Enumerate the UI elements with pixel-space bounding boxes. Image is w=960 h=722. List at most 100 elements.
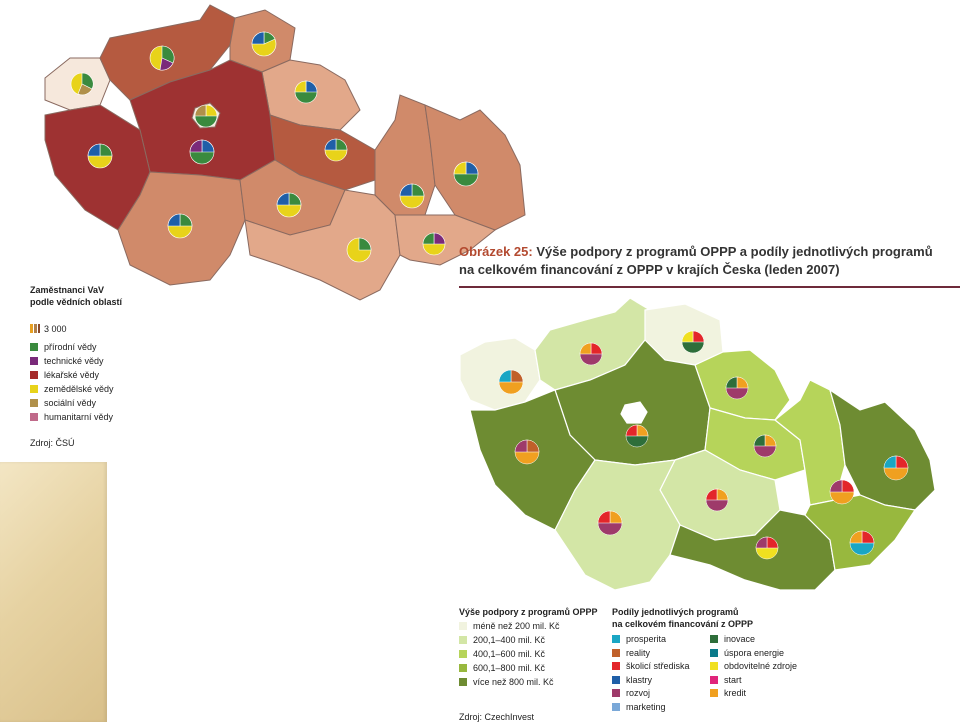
- legend-item-start: start: [710, 675, 742, 686]
- legend-swatch: [612, 635, 620, 643]
- legend-label: rozvoj: [626, 688, 651, 698]
- legend-item-socialni: sociální vědy: [30, 398, 96, 409]
- legend-label: méně než 200 mil. Kč: [473, 621, 560, 631]
- pie-chart: [422, 232, 446, 256]
- pie-chart: [70, 72, 94, 96]
- pie-chart: [276, 192, 302, 218]
- right-legend-left-title: Výše podpory z programů OPPP: [459, 607, 598, 617]
- region-moravskoslezsky: [828, 388, 936, 511]
- figure-title-line1: Výše podpory z programů OPPP a podíly je…: [532, 244, 933, 259]
- legend-swatch: [710, 649, 718, 657]
- legend-swatch: [30, 413, 38, 421]
- legend-label: inovace: [724, 634, 756, 644]
- right-legend-right-title: Podíly jednotlivých programů na celkovém…: [612, 606, 753, 630]
- legend-label: humanitarní vědy: [44, 412, 114, 422]
- pie-chart: [725, 376, 749, 400]
- legend-item-inovace: inovace: [710, 634, 755, 645]
- left-legend-title: Zaměstnanci VaV podle vědních oblastí: [30, 284, 122, 308]
- left-map: [44, 4, 526, 301]
- pie-chart: [498, 369, 524, 395]
- legend-item-prosperita: prosperita: [612, 634, 666, 645]
- right-legend-title-line1: Podíly jednotlivých programů: [612, 607, 739, 617]
- legend-item-class-4: 600,1–800 mil. Kč: [459, 663, 545, 674]
- legend-label: marketing: [626, 702, 666, 712]
- legend-item-lekarske: lékařské vědy: [30, 370, 99, 381]
- legend-label: zemědělské vědy: [44, 384, 114, 394]
- legend-swatch: [459, 650, 467, 658]
- legend-item-zemedelske: zemědělské vědy: [30, 384, 114, 395]
- right-pie-charts: [498, 330, 909, 560]
- legend-swatch: [612, 662, 620, 670]
- legend-swatch: [459, 678, 467, 686]
- pie-chart: [514, 439, 540, 465]
- legend-item-class-3: 400,1–600 mil. Kč: [459, 649, 545, 660]
- pie-chart: [346, 237, 372, 263]
- pie-chart: [453, 161, 479, 187]
- caption-divider: [459, 286, 960, 288]
- legend-item-uspora: úspora energie: [710, 648, 784, 659]
- legend-swatch: [30, 343, 38, 351]
- legend-item-marketing: marketing: [612, 702, 666, 713]
- legend-swatch: [710, 662, 718, 670]
- figure-caption-line1: Obrázek 25: Výše podpory z programů OPPP…: [459, 243, 954, 261]
- legend-label: obdovitelné zdroje: [724, 661, 798, 671]
- legend-label: 400,1–600 mil. Kč: [473, 649, 546, 659]
- legend-label: úspora energie: [724, 648, 785, 658]
- pie-chart: [324, 138, 348, 162]
- legend-label: 200,1–400 mil. Kč: [473, 635, 546, 645]
- legend-swatch: [710, 676, 718, 684]
- legend-swatch: [612, 703, 620, 711]
- pie-chart: [625, 424, 649, 448]
- pie-chart: [189, 139, 215, 165]
- legend-item-humanitarni: humanitarní vědy: [30, 412, 113, 423]
- left-legend-title-line2: podle vědních oblastí: [30, 297, 123, 307]
- size-legend: 3 000: [30, 324, 67, 335]
- legend-swatch: [30, 399, 38, 407]
- legend-item-rozvoj: rozvoj: [612, 688, 650, 699]
- legend-swatch: [459, 622, 467, 630]
- legend-swatch: [612, 689, 620, 697]
- legend-item-kredit: kredit: [710, 688, 746, 699]
- left-pie-charts: [70, 31, 479, 263]
- legend-item-class-2: 200,1–400 mil. Kč: [459, 635, 545, 646]
- left-source: Zdroj: ČSÚ: [30, 438, 75, 448]
- pie-chart: [251, 31, 277, 57]
- legend-swatch: [459, 664, 467, 672]
- pie-chart: [399, 183, 425, 209]
- region-zlinsky: [394, 214, 496, 266]
- region-praha: [620, 401, 648, 424]
- legend-item-class-5: více než 800 mil. Kč: [459, 677, 554, 688]
- right-map: [459, 297, 936, 591]
- legend-swatch: [30, 357, 38, 365]
- pie-chart: [755, 536, 779, 560]
- pie-chart: [597, 510, 623, 536]
- pie-chart: [87, 143, 113, 169]
- legend-item-class-1: méně než 200 mil. Kč: [459, 621, 560, 632]
- pie-chart: [579, 342, 603, 366]
- figure-title-line2: na celkovém financování z OPPP v krajích…: [459, 262, 840, 277]
- legend-label: start: [724, 675, 742, 685]
- legend-label: sociální vědy: [44, 398, 97, 408]
- right-legend-title-line2: na celkovém financování z OPPP: [612, 619, 754, 629]
- region-karlovarsky: [459, 337, 541, 411]
- legend-item-technicke: technické vědy: [30, 356, 104, 367]
- pie-chart: [753, 434, 777, 458]
- legend-item-reality: reality: [612, 648, 650, 659]
- legend-swatch: [710, 689, 718, 697]
- right-source: Zdroj: CzechInvest: [459, 713, 535, 722]
- legend-label: kredit: [724, 688, 747, 698]
- legend-label: školicí střediska: [626, 661, 690, 671]
- decorative-panel: [0, 462, 107, 722]
- legend-label: reality: [626, 648, 651, 658]
- pie-chart: [883, 455, 909, 481]
- legend-item-skolici: školicí střediska: [612, 661, 690, 672]
- pie-chart: [681, 330, 705, 354]
- legend-item-klastry: klastry: [612, 675, 652, 686]
- legend-label: technické vědy: [44, 356, 104, 366]
- pie-chart: [167, 213, 193, 239]
- pie-chart: [194, 104, 218, 128]
- legend-label: lékařské vědy: [44, 370, 100, 380]
- legend-swatch: [612, 676, 620, 684]
- pie-chart: [829, 479, 855, 505]
- legend-label: více než 800 mil. Kč: [473, 677, 554, 687]
